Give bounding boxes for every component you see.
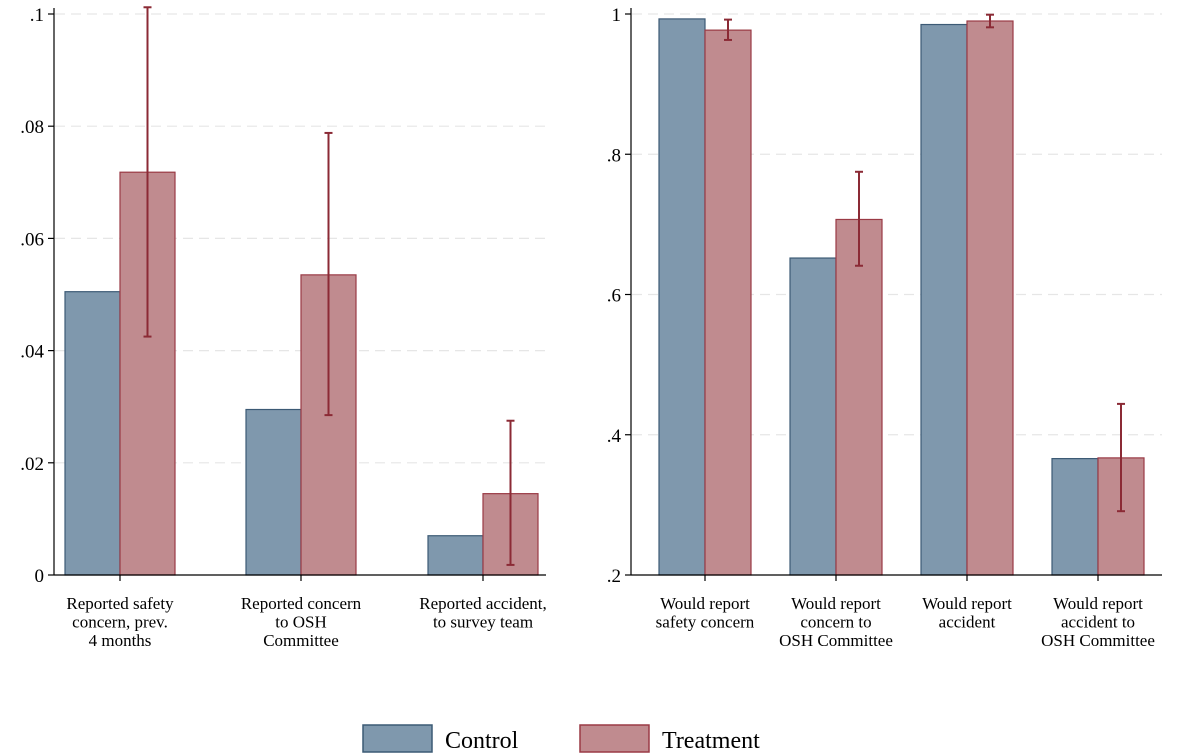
legend-swatch-control (362, 724, 433, 753)
legend-label-control: Control (445, 728, 519, 753)
bar-treatment (704, 29, 752, 576)
y-tick-label: .06 (20, 229, 44, 250)
bar-control (1051, 457, 1099, 576)
y-tick-label: .02 (20, 454, 44, 475)
errorbar-treatment (324, 131, 333, 417)
y-tick-label: .8 (607, 145, 621, 166)
x-tick-label: concern to (800, 613, 871, 632)
y-tick-label: .6 (607, 286, 621, 307)
y-tick-label: .1 (30, 5, 44, 26)
x-tick-label: to survey team (433, 613, 533, 632)
y-tick-label: .08 (20, 117, 44, 138)
x-tick-label: to OSH (275, 613, 326, 632)
x-tick-label: safety concern (656, 613, 755, 632)
y-tick-label: 0 (35, 566, 45, 587)
errorbar-treatment (506, 419, 515, 566)
bar-control (245, 408, 302, 576)
y-tick-label: .04 (20, 342, 44, 363)
x-tick-label: Would report (1053, 594, 1143, 613)
errorbar-treatment (855, 170, 863, 267)
y-tick-label: .2 (607, 566, 621, 587)
bar-treatment (835, 218, 883, 576)
x-tick-label: 4 months (89, 631, 152, 650)
bar-control (789, 257, 837, 576)
x-tick-label: OSH Committee (779, 631, 893, 650)
legend: Control Treatment (362, 724, 760, 753)
x-tick-label: Would report (791, 594, 881, 613)
bar-control (920, 23, 968, 576)
x-tick-label: concern, prev. (72, 613, 168, 632)
bar-treatment (966, 20, 1014, 576)
x-tick-label: accident (939, 613, 996, 632)
bar-control (427, 535, 484, 576)
bar-control (64, 291, 121, 576)
x-tick-label: accident to (1061, 613, 1135, 632)
x-tick-label: Reported concern (241, 594, 362, 613)
errorbar-treatment (724, 18, 732, 41)
errorbar-treatment (1117, 402, 1125, 513)
errorbar-treatment (986, 13, 994, 29)
x-tick-label: Committee (263, 631, 339, 650)
y-tick-label: .4 (607, 426, 622, 447)
legend-label-treatment: Treatment (662, 728, 760, 753)
x-tick-label: Reported accident, (419, 594, 546, 613)
bar-control (658, 18, 706, 576)
x-tick-label: Would report (922, 594, 1012, 613)
x-tick-label: Reported safety (66, 594, 174, 613)
errorbar-treatment (143, 6, 152, 338)
y-tick-label: 1 (612, 5, 622, 26)
x-tick-label: OSH Committee (1041, 631, 1155, 650)
legend-swatch-treatment (579, 724, 650, 753)
x-tick-label: Would report (660, 594, 750, 613)
